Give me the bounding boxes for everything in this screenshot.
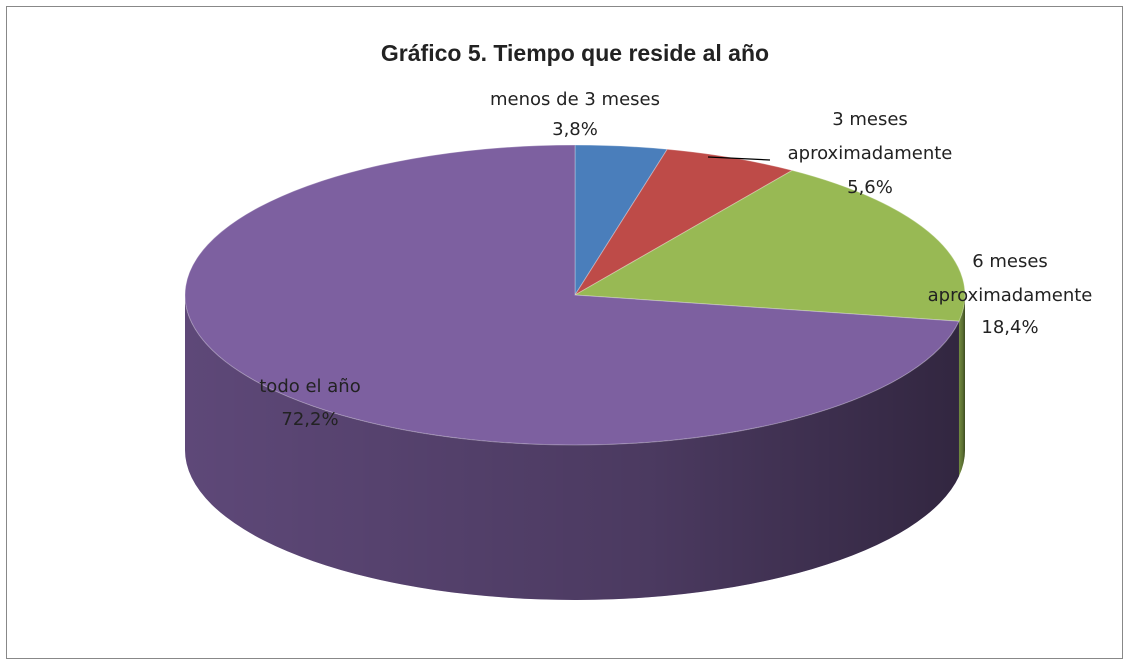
leader-line bbox=[707, 156, 771, 161]
value-label: 3,8% bbox=[552, 119, 598, 140]
value-label: 5,6% bbox=[847, 177, 893, 198]
category-label: todo el año bbox=[259, 376, 361, 397]
slice bbox=[573, 169, 966, 322]
category-label: 6 meses aproximadamente bbox=[927, 251, 1093, 306]
value-label: 18,4% bbox=[981, 317, 1038, 338]
slice-side-shade bbox=[958, 295, 965, 477]
slice bbox=[574, 144, 669, 297]
chart-title: Gráfico 5. Tiempo que reside al año bbox=[381, 40, 769, 66]
value-label: 72,2% bbox=[281, 409, 338, 430]
slice bbox=[184, 144, 960, 446]
category-label-box: menos de 3 meses bbox=[490, 89, 660, 110]
category-label-box: 6 meses aproximadamente bbox=[927, 251, 1093, 306]
category-label: menos de 3 meses bbox=[490, 89, 660, 110]
category-label-box: todo el año bbox=[259, 376, 361, 397]
category-label-box: 3 meses aproximadamente bbox=[787, 109, 953, 164]
category-label: 3 meses aproximadamente bbox=[787, 109, 953, 164]
slice-side-shade bbox=[185, 295, 959, 600]
